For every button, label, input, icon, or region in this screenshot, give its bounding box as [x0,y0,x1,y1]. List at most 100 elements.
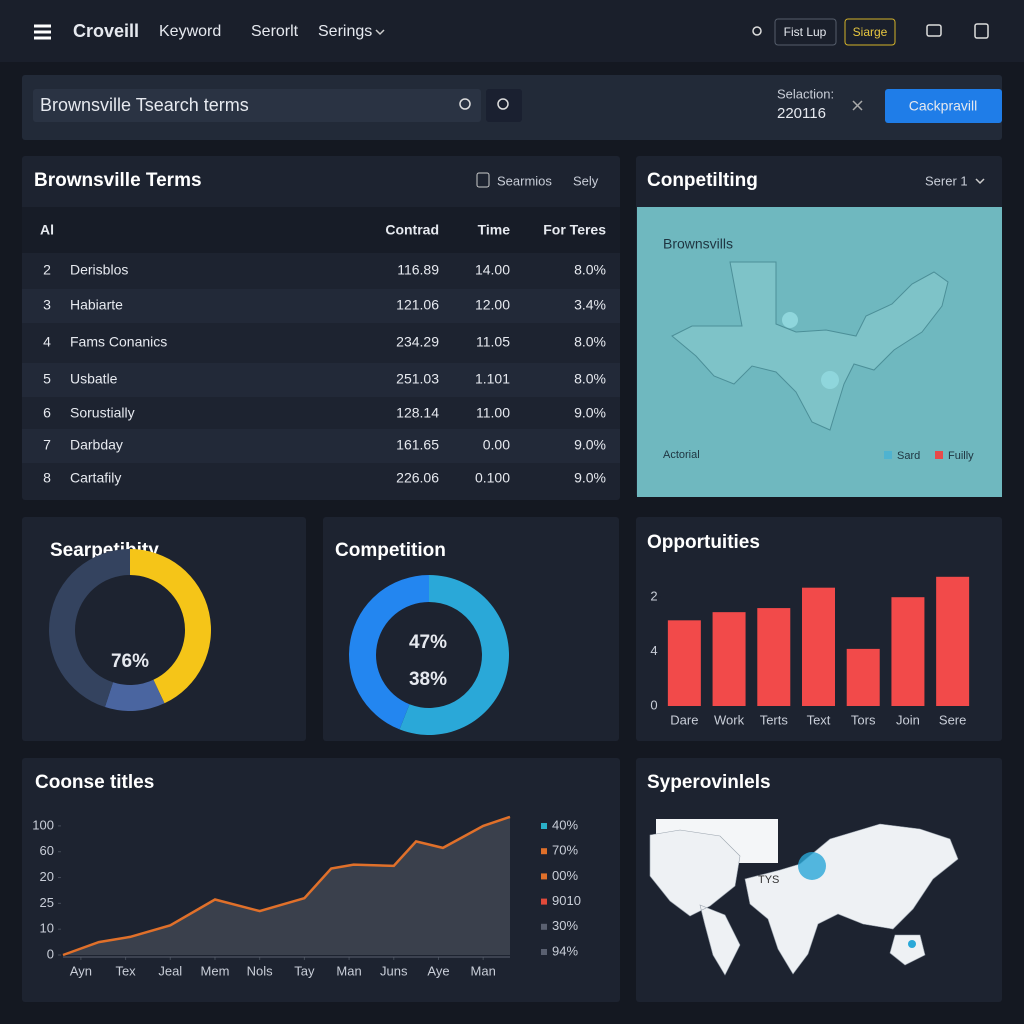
legend-label: 40% [552,817,578,832]
top-nav [0,0,1024,62]
table-cell: 234.29 [396,334,439,350]
table-cell: 6 [43,405,51,421]
table-row [22,363,620,397]
table-cell: 3 [43,297,51,313]
table-cell: 12.00 [475,297,510,313]
y-tick-label: 0 [650,697,657,712]
legend-swatch [541,873,547,880]
nav-link[interactable]: Serings [318,23,372,40]
x-tick-label: Text [807,712,831,727]
selection-value: 220116 [777,105,826,122]
nav-link[interactable]: Keyword [159,23,221,40]
panel-title: Brownsville Terms [34,170,202,191]
table-row [22,289,620,323]
table-cell: 128.14 [396,405,439,421]
center-label: 76% [111,651,149,672]
search-button[interactable] [486,89,522,122]
legend-swatch [541,848,547,855]
table-cell: Cartafily [70,470,121,486]
bar [712,612,746,706]
legend-label: 9010 [552,893,581,908]
table-cell: 9.0% [574,437,606,453]
donut-segment [104,679,165,712]
y-tick-label: 100 [32,817,54,832]
nav-link[interactable]: Serorlt [251,23,299,40]
table-cell: 0.00 [483,437,510,453]
legend-label: 70% [552,843,578,858]
x-tick-label: Dare [670,712,698,727]
table-header-cell: For Teres [543,222,606,238]
x-tick-label: Sere [939,712,966,727]
donut-segment [48,548,130,708]
button[interactable] [774,18,837,46]
table-cell: 8.0% [574,371,606,387]
table-cell: 9.0% [574,470,606,486]
search-query: Brownsville Tsearch terms [40,95,249,115]
table-cell: 3.4% [574,297,606,313]
search-icon[interactable] [752,26,762,36]
bar [846,648,880,706]
x-tick-label: Man [336,963,361,978]
table-cell: 11.05 [476,334,510,350]
x-tick-label: Tex [115,963,136,978]
donut-segment [399,575,510,735]
table-header [22,207,620,253]
table-action[interactable]: Searmios [497,173,552,188]
table-cell: Usbatle [70,371,118,387]
table-cell: Habiarte [70,297,123,313]
table-cell: 5 [43,371,51,387]
legend-swatch [935,451,943,459]
y-tick-label: 2 [650,589,657,604]
x-tick-label: Jeal [158,963,182,978]
highlight [798,852,826,880]
panel-title: Syperovinlels [647,772,771,793]
table-cell: 11.00 [476,405,510,421]
icon [476,172,490,188]
dropdown[interactable]: Serer 1 [925,173,968,188]
table-header-cell: Al [40,222,54,238]
panel-title: Coonse titles [35,772,154,793]
x-tick-label: Join [896,712,920,727]
menu-icon[interactable] [34,24,51,40]
panel-title: Competition [335,540,446,561]
search-input[interactable] [33,89,481,122]
table-cell: 251.03 [396,371,439,387]
y-tick-label: 4 [650,643,657,658]
table-header-cell: Contrad [385,222,439,238]
table-cell: 1.101 [475,371,510,387]
map-label: TYS [758,874,779,886]
icon[interactable] [926,24,942,37]
continents [649,823,959,976]
primary-button[interactable] [885,89,1002,123]
table-cell: 2 [43,262,51,278]
x-tick-label: Nols [247,963,274,978]
bar [936,576,970,706]
button[interactable] [844,18,896,46]
table-cell: 7 [43,437,51,453]
button-label: Fist Lup [784,25,827,39]
region-label: Brownsvills [663,236,733,252]
table-cell: 14.00 [475,262,510,278]
y-tick-label: 10 [40,921,54,936]
table-cell: 121.06 [396,297,439,313]
center-label: 38% [409,669,447,690]
donut-segment [130,549,211,704]
x-tick-label: Juns [380,963,408,978]
highlight [821,371,839,389]
chevron [375,29,385,36]
highlight [782,312,798,328]
table-cell: 8.0% [574,262,606,278]
legend-swatch [541,823,547,829]
close-icon[interactable] [852,100,863,111]
icon[interactable] [974,23,989,39]
donut [349,575,510,735]
x-tick-label: Man [471,963,496,978]
selection-label: Selaction: [777,86,834,101]
x-tick-label: Aye [427,963,449,978]
table-action[interactable]: Sely [573,173,599,188]
legend-label: 00% [552,868,578,883]
map-legend: Sard Fuilly [884,450,974,462]
x-tick-label: Work [714,712,745,727]
legend-swatch [541,949,547,955]
